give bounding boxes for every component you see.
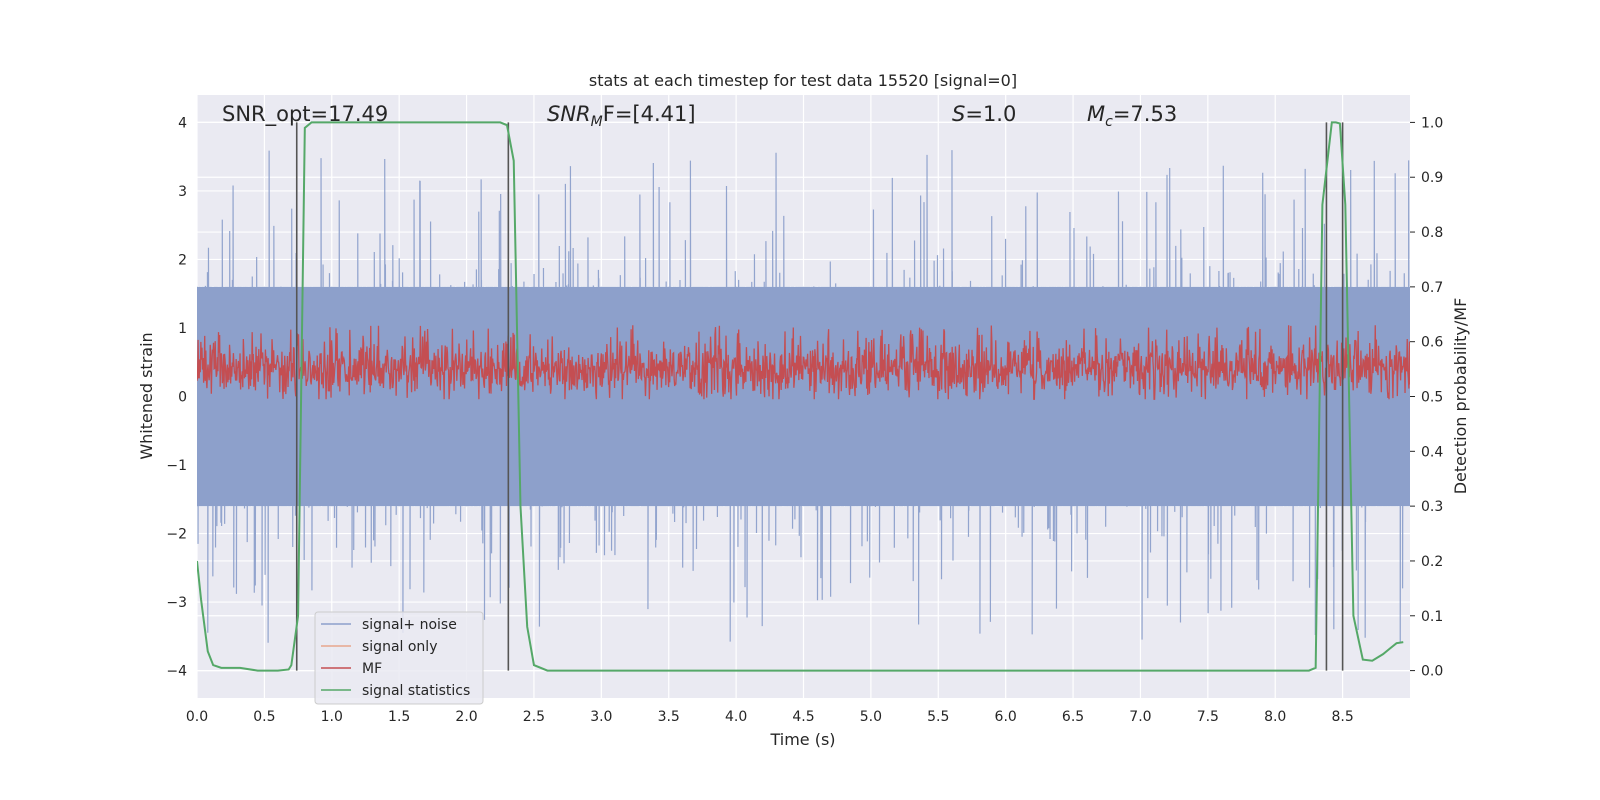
y-ticks: 4 3 2 1 0 −1 −2 −3 −4 <box>166 115 187 679</box>
x-tick-label: 3.0 <box>590 709 612 725</box>
y-tick-label: 2 <box>178 252 187 268</box>
y-tick-label: −1 <box>166 458 187 474</box>
x-tick-label: 5.5 <box>927 709 949 725</box>
legend-box <box>314 611 484 705</box>
series-signal-statistics <box>197 121 1404 672</box>
y-axis-label: Whitened strain <box>137 332 156 459</box>
y-ticks-right: 1.0 0.9 0.8 0.7 0.6 0.5 0.4 0.3 0.2 0.1 0.0 <box>1410 115 1443 680</box>
x-tick-label: 8.0 <box>1264 709 1286 725</box>
legend: signal+ noise signal only MF signal stat… <box>314 611 484 705</box>
y-tick-label-right: 0.8 <box>1421 225 1443 241</box>
x-ticks: 0.0 0.5 1.0 1.5 2.0 2.5 3.0 3.5 4.0 4.5 5.0 5.5 6.0 6… <box>186 709 1354 725</box>
x-tick-label: 1.5 <box>388 709 410 725</box>
series-mf <box>197 325 1410 400</box>
annotation-snr-opt: SNR_opt=17.49 <box>222 102 388 127</box>
x-axis-label: Time (s) <box>769 730 835 749</box>
x-tick-label: 4.0 <box>725 709 747 725</box>
annotation-s: S=1.0 <box>952 102 1016 126</box>
legend-label-signal-statistics: signal statistics <box>362 683 470 699</box>
series-signal-noise-core <box>197 286 1410 507</box>
annotation-snr-mf-main: SNR <box>547 102 591 126</box>
y-tick-label: 3 <box>178 184 187 200</box>
legend-label-signal-only: signal only <box>362 639 437 655</box>
annotation-mc-rest: =7.53 <box>1113 102 1177 126</box>
y-tick-label-right: 0.0 <box>1421 664 1443 680</box>
y-tick-label: −2 <box>166 527 187 543</box>
x-tick-label: 1.0 <box>321 709 343 725</box>
x-tick-label: 6.5 <box>1062 709 1084 725</box>
annotation-snr-mf-rest: F=[4.41] <box>603 102 696 126</box>
x-tick-label: 3.5 <box>658 709 680 725</box>
y-tick-label-right: 0.5 <box>1421 390 1443 406</box>
annotation-mc: Mc=7.53 <box>1087 102 1177 130</box>
y-axis-label-right: Detection probability/MF <box>1451 298 1470 495</box>
x-tick-label: 2.0 <box>455 709 477 725</box>
y-tick-label: −3 <box>166 595 187 611</box>
annotation-snr-mf: SNRMF=[4.41] <box>547 102 696 130</box>
y-tick-label: 1 <box>178 321 187 337</box>
y-tick-label: 0 <box>178 390 187 406</box>
x-tick-label: 0.0 <box>186 709 208 725</box>
series-layer <box>197 121 1410 672</box>
y-tick-label-right: 0.7 <box>1421 280 1443 296</box>
chart-title: stats at each timestep for test data 155… <box>589 71 1017 90</box>
y-tick-label-right: 0.2 <box>1421 554 1443 570</box>
y-tick-label: −4 <box>166 664 187 680</box>
x-tick-label: 7.0 <box>1129 709 1151 725</box>
x-tick-label: 2.5 <box>523 709 545 725</box>
x-tick-label: 7.5 <box>1197 709 1219 725</box>
x-tick-label: 6.0 <box>995 709 1017 725</box>
x-tick-label: 8.5 <box>1331 709 1353 725</box>
annotation-mc-sub: c <box>1105 114 1113 130</box>
y-tick-label: 4 <box>178 115 187 131</box>
y-tick-label-right: 0.1 <box>1421 609 1443 625</box>
x-tick-label: 5.0 <box>860 709 882 725</box>
legend-label-signal-noise: signal+ noise <box>362 617 457 633</box>
legend-label-mf: MF <box>362 661 382 677</box>
y-tick-label-right: 0.6 <box>1421 335 1443 351</box>
y-tick-label-right: 0.3 <box>1421 499 1443 515</box>
annotation-mc-main: M <box>1087 102 1105 126</box>
x-tick-label: 4.5 <box>792 709 814 725</box>
y-tick-label-right: 0.4 <box>1421 444 1443 460</box>
annotation-s-main: S <box>952 102 965 126</box>
y-tick-label-right: 1.0 <box>1421 115 1443 131</box>
annotation-snr-mf-sub: M <box>591 114 603 130</box>
y-tick-label-right: 0.9 <box>1421 170 1443 186</box>
x-tick-label: 0.5 <box>253 709 275 725</box>
annotation-s-rest: =1.0 <box>965 102 1016 126</box>
